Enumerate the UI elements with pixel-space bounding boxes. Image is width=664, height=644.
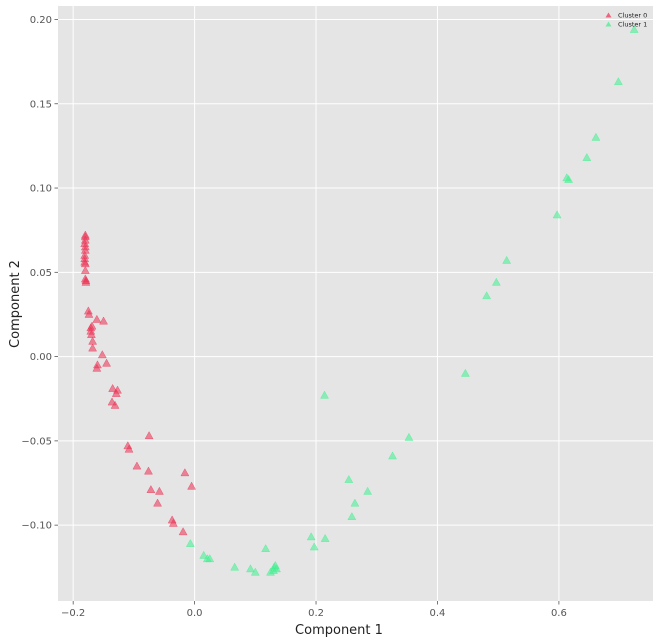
data-point — [582, 152, 592, 161]
data-point — [564, 174, 574, 183]
x-tick-label: 0.0 — [187, 608, 203, 619]
y-axis-label: Component 2 — [8, 260, 23, 348]
data-point — [199, 550, 209, 559]
data-point — [92, 363, 102, 372]
data-point — [81, 277, 91, 286]
data-point — [97, 350, 107, 359]
tick-labels: −0.2 0.0 0.2 0.4 0.6 −0.10 −0.05 0.00 0.05 0.10 0.… — [21, 15, 567, 619]
data-point — [205, 554, 215, 563]
data-point — [309, 542, 319, 551]
grid-lines — [54, 6, 653, 605]
data-point — [272, 564, 281, 573]
data-point — [404, 432, 414, 441]
data-point — [613, 77, 623, 86]
data-point — [629, 24, 639, 33]
data-point — [132, 461, 142, 470]
data-point — [482, 291, 492, 300]
data-point — [388, 451, 397, 460]
data-point — [88, 343, 98, 352]
data-point — [230, 562, 240, 571]
data-point — [460, 368, 470, 377]
legend-marker-cluster-1 — [605, 21, 612, 27]
y-tick-label: 0.05 — [30, 268, 52, 279]
data-point — [86, 329, 96, 338]
data-point — [144, 466, 153, 475]
data-point — [110, 400, 120, 409]
data-points — [80, 24, 639, 576]
data-point — [154, 486, 164, 495]
data-point — [178, 527, 188, 536]
x-axis-label: Component 1 — [295, 623, 383, 638]
data-point — [187, 481, 196, 490]
plot-area — [58, 6, 653, 601]
data-point — [261, 544, 271, 552]
data-point — [246, 564, 255, 573]
series-cluster-1 — [185, 24, 639, 576]
legend-label-cluster-0: Cluster 0 — [618, 12, 647, 20]
data-point — [102, 358, 111, 367]
x-tick-label: 0.6 — [551, 608, 567, 619]
data-point — [591, 132, 601, 141]
legend-entry-cluster-1: Cluster 1 — [605, 21, 647, 29]
y-tick-label: 0.15 — [30, 99, 52, 110]
data-point — [350, 498, 360, 507]
data-point — [491, 277, 501, 286]
x-tick-label: 0.4 — [430, 608, 446, 619]
data-point — [306, 532, 316, 541]
y-tick-label: −0.05 — [21, 436, 52, 447]
data-point — [108, 383, 118, 392]
y-tick-label: −0.10 — [21, 521, 52, 532]
data-point — [124, 444, 134, 453]
data-point — [502, 255, 512, 264]
data-point — [347, 512, 357, 520]
data-point — [146, 485, 156, 494]
data-point — [344, 474, 354, 483]
legend-label-cluster-1: Cluster 1 — [618, 21, 647, 29]
legend-marker-cluster-0 — [605, 12, 612, 18]
y-tick-label: 0.00 — [30, 352, 52, 363]
series-cluster-0 — [80, 230, 196, 536]
x-tick-label: 0.2 — [308, 608, 324, 619]
data-point — [99, 316, 108, 325]
data-point — [320, 390, 329, 399]
y-tick-label: 0.20 — [30, 15, 52, 26]
data-point — [363, 486, 373, 495]
legend: Cluster 0 Cluster 1 — [605, 12, 647, 29]
data-point — [144, 431, 154, 440]
data-point — [111, 388, 121, 397]
legend-entry-cluster-0: Cluster 0 — [605, 12, 647, 20]
x-tick-label: −0.2 — [61, 608, 85, 619]
data-point — [80, 265, 90, 274]
data-point — [185, 538, 195, 547]
data-point — [84, 309, 94, 318]
data-point — [92, 314, 102, 323]
data-point — [153, 498, 162, 507]
data-point — [250, 567, 260, 576]
data-point — [168, 518, 178, 527]
data-point — [180, 468, 190, 477]
y-tick-label: 0.10 — [30, 184, 52, 195]
data-point — [552, 210, 562, 219]
data-point — [320, 533, 330, 542]
